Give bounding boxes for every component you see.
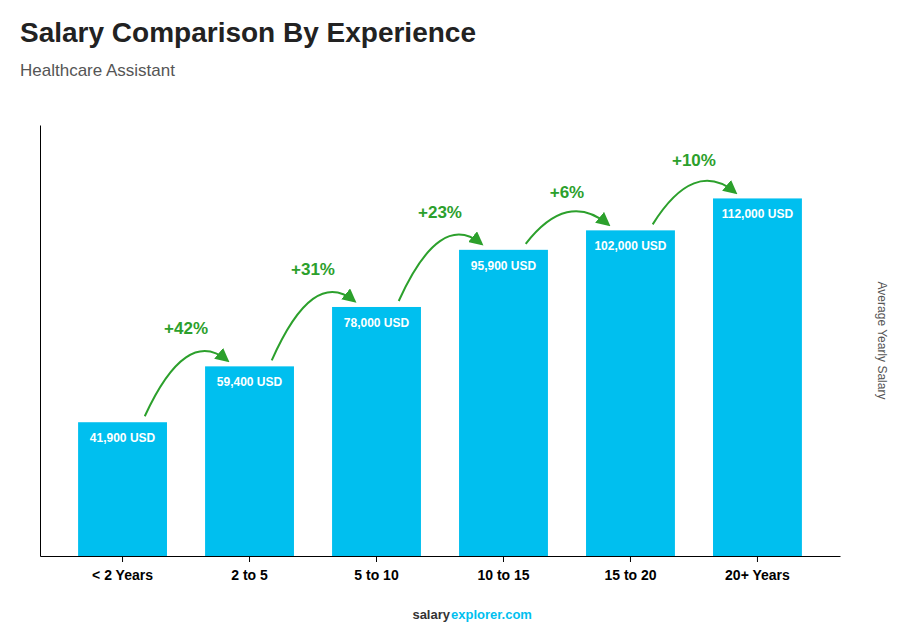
data-label: 112,000 USD xyxy=(722,207,794,221)
chart: Salary Comparison By Experience Healthcar… xyxy=(0,0,900,641)
bar xyxy=(586,230,675,556)
data-label: 95,900 USD xyxy=(471,259,537,273)
bar xyxy=(713,198,802,556)
x-tick-label: 20+ Years xyxy=(725,567,790,583)
y-axis-line xyxy=(40,126,41,557)
arrow xyxy=(526,211,609,244)
annotation: +6% xyxy=(550,183,585,202)
x-tick-mark xyxy=(503,556,504,562)
data-label: 59,400 USD xyxy=(217,375,283,389)
bar xyxy=(205,366,294,556)
subtitle: Healthcare Assistant xyxy=(20,61,175,80)
bar xyxy=(459,250,548,556)
title: Salary Comparison By Experience xyxy=(20,17,476,48)
arrow xyxy=(653,181,736,224)
x-tick-mark xyxy=(376,556,377,562)
footer: salaryexplorer.com xyxy=(412,607,532,622)
bars xyxy=(78,198,802,556)
annotation: +42% xyxy=(164,319,208,338)
x-tick: < 2 Years xyxy=(92,556,153,583)
x-tick: 2 to 5 xyxy=(231,556,268,583)
x-tick-label: < 2 Years xyxy=(92,567,153,583)
x-tick: 10 to 15 xyxy=(477,556,529,583)
x-axis-line xyxy=(41,556,841,557)
annotations: +42% +31% +23% +6% +10% xyxy=(145,151,735,416)
x-tick-label: 5 to 10 xyxy=(354,567,399,583)
bar xyxy=(332,307,421,556)
x-tick-label: 10 to 15 xyxy=(477,567,529,583)
x-axis: < 2 Years 2 to 5 5 to 10 10 to 15 15 to 20 20… xyxy=(41,556,841,583)
x-tick-mark xyxy=(630,556,631,562)
arrow xyxy=(399,235,482,301)
arrow xyxy=(272,292,355,360)
annotation: +23% xyxy=(418,203,462,222)
x-tick: 20+ Years xyxy=(725,556,790,583)
annotation: +31% xyxy=(291,260,335,279)
y-axis-title: Average Yearly Salary xyxy=(875,282,889,400)
data-label: 41,900 USD xyxy=(90,431,156,445)
y-axis xyxy=(40,126,41,557)
footer-text: salary xyxy=(412,607,450,622)
data-labels: 41,900 USD 59,400 USD 78,000 USD 95,900 USD… xyxy=(90,207,794,445)
data-label: 102,000 USD xyxy=(594,239,666,253)
x-tick-label: 15 to 20 xyxy=(604,567,656,583)
x-tick-mark xyxy=(249,556,250,562)
x-tick: 5 to 10 xyxy=(354,556,399,583)
annotation: +10% xyxy=(672,151,716,170)
arrow xyxy=(145,351,228,416)
x-tick: 15 to 20 xyxy=(604,556,656,583)
data-label: 78,000 USD xyxy=(344,316,410,330)
bar xyxy=(78,422,167,556)
footer-text: explorer.com xyxy=(451,607,532,622)
x-tick-mark xyxy=(122,556,123,562)
x-tick-label: 2 to 5 xyxy=(231,567,268,583)
x-tick-mark xyxy=(757,556,758,562)
